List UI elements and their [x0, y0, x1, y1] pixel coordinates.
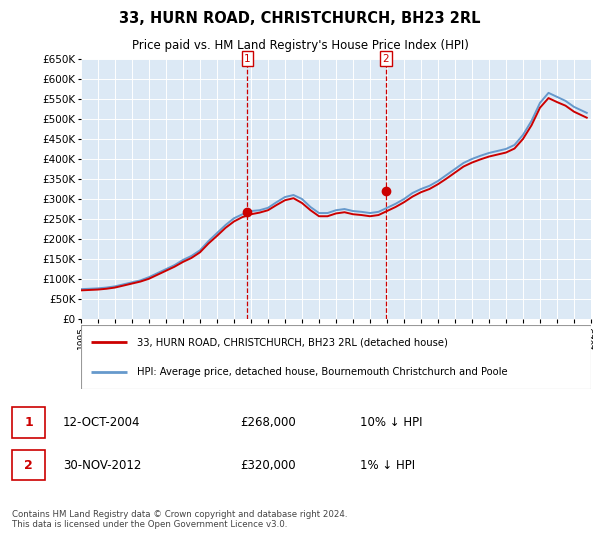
Text: 2: 2 [382, 54, 389, 64]
FancyBboxPatch shape [81, 325, 591, 389]
Text: Price paid vs. HM Land Registry's House Price Index (HPI): Price paid vs. HM Land Registry's House … [131, 39, 469, 52]
FancyBboxPatch shape [12, 450, 45, 480]
Text: 10% ↓ HPI: 10% ↓ HPI [360, 416, 422, 429]
Text: £268,000: £268,000 [240, 416, 296, 429]
Text: Contains HM Land Registry data © Crown copyright and database right 2024.
This d: Contains HM Land Registry data © Crown c… [12, 510, 347, 529]
Text: HPI: Average price, detached house, Bournemouth Christchurch and Poole: HPI: Average price, detached house, Bour… [137, 367, 508, 377]
Text: £320,000: £320,000 [240, 459, 296, 472]
Text: 1% ↓ HPI: 1% ↓ HPI [360, 459, 415, 472]
Text: 1: 1 [24, 416, 33, 429]
FancyBboxPatch shape [12, 408, 45, 438]
Text: 33, HURN ROAD, CHRISTCHURCH, BH23 2RL: 33, HURN ROAD, CHRISTCHURCH, BH23 2RL [119, 11, 481, 26]
Text: 1: 1 [244, 54, 251, 64]
Text: 2: 2 [24, 459, 33, 472]
Text: 33, HURN ROAD, CHRISTCHURCH, BH23 2RL (detached house): 33, HURN ROAD, CHRISTCHURCH, BH23 2RL (d… [137, 337, 448, 347]
Text: 30-NOV-2012: 30-NOV-2012 [63, 459, 142, 472]
Text: 12-OCT-2004: 12-OCT-2004 [63, 416, 140, 429]
